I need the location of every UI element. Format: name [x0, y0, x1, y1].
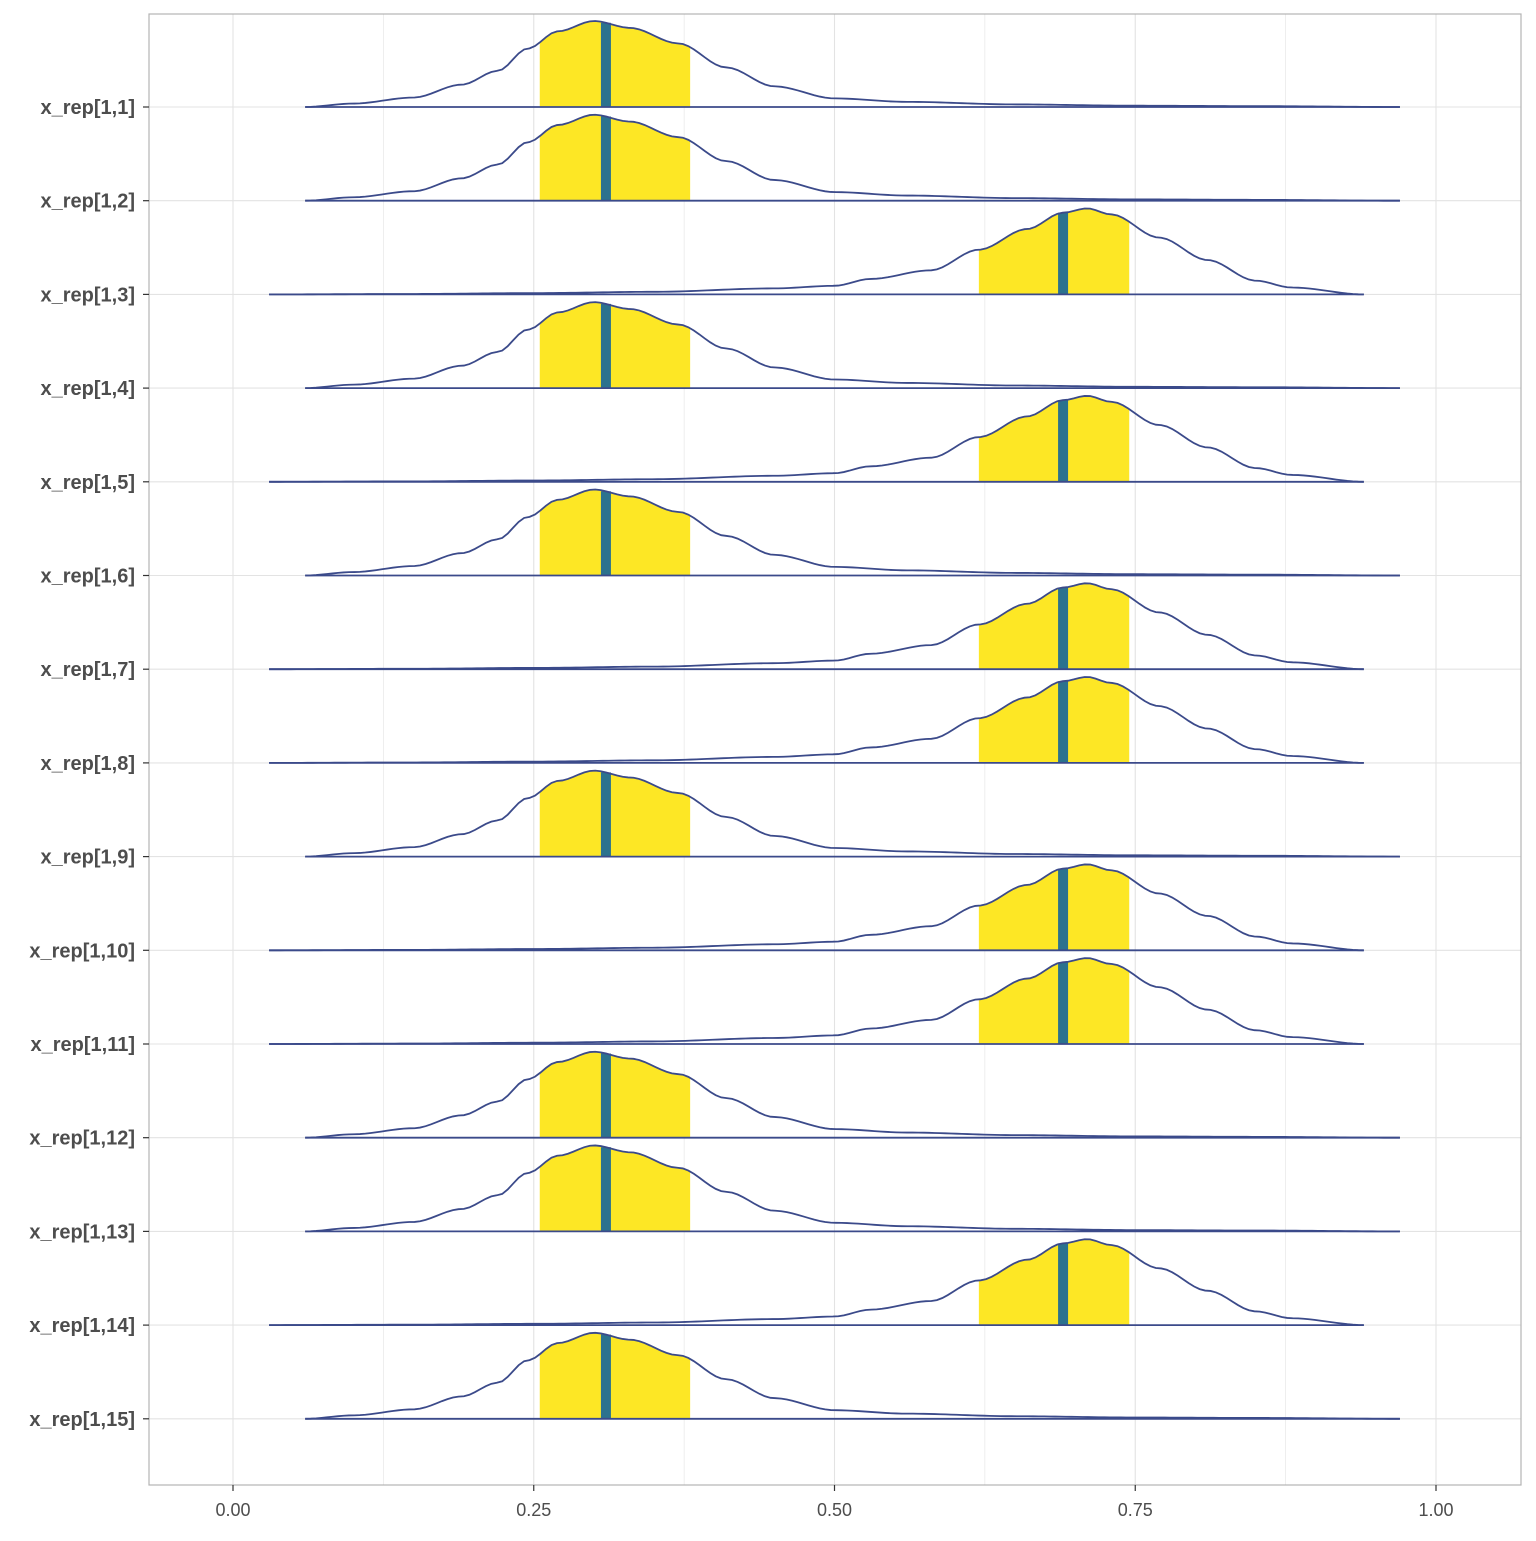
interval-area [539, 302, 691, 389]
density-curve [305, 1050, 1400, 1139]
interval-area [978, 958, 1130, 1044]
density-curve [269, 863, 1364, 952]
median-line [600, 22, 611, 107]
y-tick-label: x_rep[1,11] [30, 1034, 135, 1056]
density-curve [305, 20, 1400, 108]
median-line [600, 1147, 611, 1232]
interval-area [539, 114, 691, 201]
interval-area [978, 395, 1130, 482]
x-tick-label: 0.25 [516, 1500, 551, 1520]
density-curve [305, 1331, 1400, 1420]
x-tick-label: 0.75 [1118, 1500, 1153, 1520]
interval-area [978, 208, 1130, 295]
density-curve [269, 207, 1364, 296]
median-line [600, 116, 611, 201]
median-line [600, 491, 611, 576]
y-tick-label: x_rep[1,13] [29, 1221, 135, 1243]
interval-area [539, 770, 691, 857]
interval-area [978, 583, 1130, 670]
y-tick-label: x_rep[1,8] [41, 753, 136, 775]
y-tick-label: x_rep[1,2] [41, 191, 136, 213]
y-tick-label: x_rep[1,12] [29, 1128, 135, 1150]
y-tick-label: x_rep[1,15] [29, 1409, 135, 1431]
x-tick-label: 0.50 [817, 1500, 852, 1520]
median-line [1058, 1243, 1069, 1326]
interval-area [539, 489, 691, 576]
ridges [269, 20, 1400, 1420]
density-curve [269, 582, 1364, 671]
interval-area [539, 1332, 691, 1419]
interval-area [978, 1239, 1130, 1326]
gridlines [149, 14, 1521, 1485]
y-tick-label: x_rep[1,10] [29, 940, 135, 962]
median-line [1058, 587, 1069, 670]
median-line [600, 1053, 611, 1138]
y-tick-label: x_rep[1,3] [41, 284, 136, 306]
interval-area [539, 1051, 691, 1138]
median-line [1058, 868, 1069, 951]
median-line [1058, 400, 1069, 482]
median-line [1058, 681, 1069, 763]
interval-area [539, 21, 691, 107]
interval-area [539, 1145, 691, 1232]
median-line [1058, 212, 1069, 295]
density-curve [269, 676, 1364, 764]
density-curve [305, 113, 1400, 202]
axes: x_rep[1,1] x_rep[1,2] x_rep[1,3] x_rep[1,4]… [29, 13, 1522, 1520]
density-curve [305, 488, 1400, 577]
median-line [600, 772, 611, 857]
y-tick-label: x_rep[1,4] [41, 378, 136, 400]
y-tick-label: x_rep[1,1] [41, 97, 136, 119]
y-tick-label: x_rep[1,6] [41, 566, 136, 588]
interval-area [978, 864, 1130, 951]
y-tick-label: x_rep[1,5] [41, 472, 136, 494]
x-tick-label: 0.00 [215, 1500, 250, 1520]
median-line [600, 303, 611, 389]
density-curve [305, 769, 1400, 858]
y-tick-label: x_rep[1,7] [41, 659, 136, 681]
density-curve [269, 957, 1364, 1045]
y-tick-label: x_rep[1,9] [41, 847, 136, 869]
density-curve [305, 1144, 1400, 1233]
x-tick-label: 1.00 [1418, 1500, 1453, 1520]
y-tick-label: x_rep[1,14] [29, 1315, 135, 1337]
median-line [600, 1334, 611, 1419]
median-line [1058, 962, 1069, 1044]
density-curve [269, 1238, 1364, 1326]
interval-area [978, 676, 1130, 763]
density-curve [305, 301, 1400, 389]
density-curve [269, 395, 1364, 483]
